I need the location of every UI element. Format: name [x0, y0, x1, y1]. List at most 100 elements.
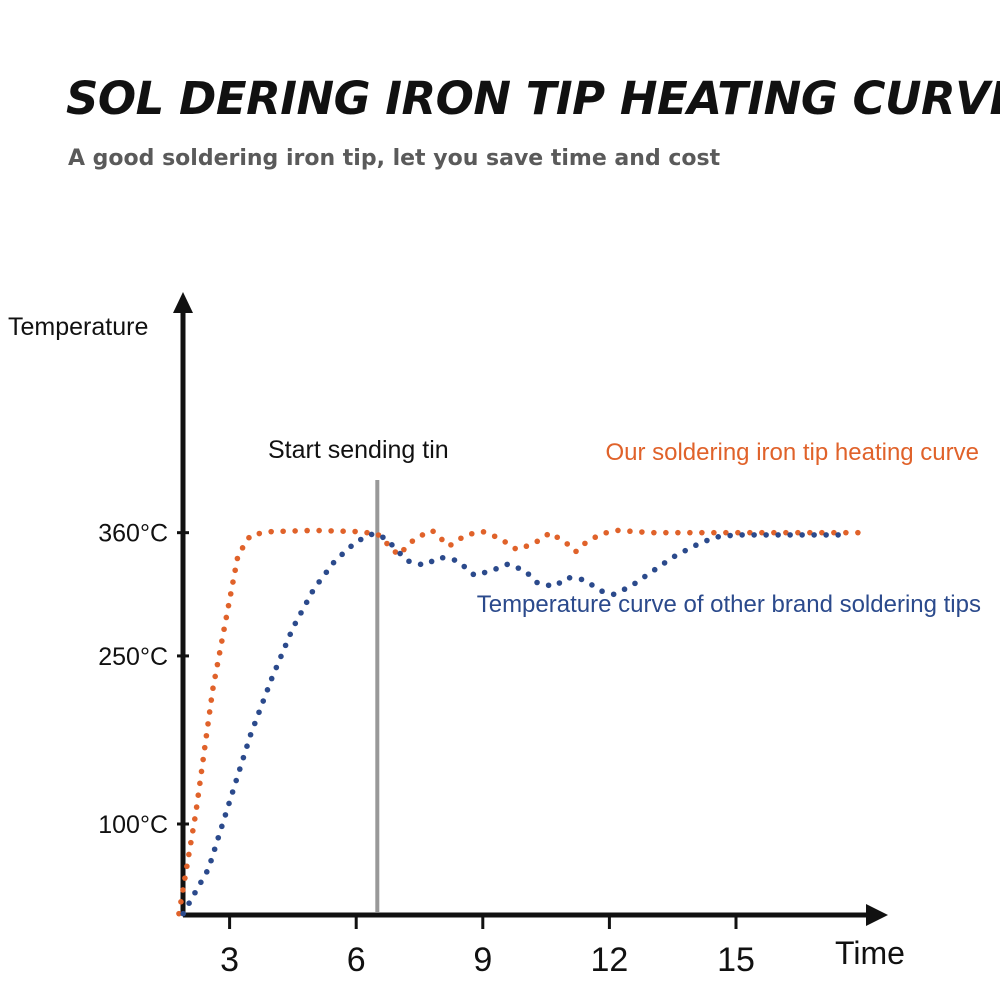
series-0-point [206, 709, 213, 715]
series-0-point [401, 546, 407, 553]
series-1-point [357, 536, 364, 543]
series-1-point [799, 532, 805, 538]
series-1-point [566, 575, 573, 581]
series-0-point [409, 538, 416, 544]
series-0-point [627, 528, 633, 535]
series-1-point [661, 560, 668, 566]
series-1-point [493, 566, 499, 572]
series-1-point [727, 532, 733, 539]
y-axis-arrow [173, 292, 193, 313]
series-0-point [843, 529, 849, 536]
series-0-point [205, 721, 211, 727]
series-0-point [795, 529, 801, 536]
series-1-point [811, 532, 817, 538]
series-1-point [211, 846, 218, 853]
series-1-point [693, 542, 699, 549]
series-1-point [642, 573, 648, 580]
y-axis-label: Temperature [8, 313, 148, 341]
series-0-point [195, 792, 202, 799]
series-1-point [240, 754, 247, 761]
series-1-point [339, 551, 345, 558]
series-1-point [368, 531, 375, 538]
series-1-point [406, 558, 412, 565]
series-0-point [221, 626, 227, 633]
series-1-point [244, 743, 250, 749]
series-1-point [203, 869, 210, 875]
series-1-point [180, 910, 186, 917]
series-1-point [671, 553, 678, 560]
series-1-point [556, 580, 563, 586]
series-0-point [663, 529, 669, 536]
series-0-point [723, 529, 729, 536]
series-1-point [278, 653, 284, 660]
series-1-point [610, 591, 617, 598]
series-0-point [268, 528, 274, 535]
series-1-point [260, 698, 267, 704]
series-0-point [735, 529, 741, 536]
series-0-point [227, 591, 234, 597]
series-1-point [739, 532, 745, 538]
series-1-point [632, 580, 638, 587]
series-1-point [208, 857, 214, 864]
series-1-point [380, 534, 386, 541]
series-1-point [397, 550, 403, 557]
series-0-point [831, 529, 837, 536]
series-0-point [544, 531, 551, 538]
series-0-point [699, 529, 705, 536]
series-1-point [715, 533, 722, 540]
series-0-point [458, 535, 464, 542]
series-1-point [256, 709, 262, 716]
series-0-point [316, 527, 322, 534]
series-1-point [389, 542, 395, 548]
series-0-point [178, 899, 184, 905]
series-1-point [236, 766, 243, 772]
series-1-point [226, 800, 232, 807]
series-0-point [759, 529, 765, 536]
series-0-point [651, 529, 657, 536]
x-tick-label: 15 [717, 941, 755, 979]
x-tick-label: 3 [220, 941, 239, 979]
series-0-point [771, 529, 777, 536]
chart-subtitle: A good soldering iron tip, let you save … [68, 146, 721, 171]
series-1-point [428, 558, 435, 565]
series-1-point [264, 687, 271, 693]
series-0-point [468, 530, 475, 537]
series-0-point [210, 685, 216, 692]
series-0-point [328, 528, 334, 534]
series-1-point [219, 823, 225, 830]
series-0-point [392, 549, 399, 555]
axis-ticks: 3 6 9 12 15 100°C 250°C 360°C [98, 520, 755, 979]
series-1-point [651, 566, 658, 573]
series-0-point [190, 827, 196, 834]
series-layer [176, 527, 861, 917]
series-0-point [534, 538, 541, 545]
series-1-point [330, 559, 337, 566]
series-0-point [292, 528, 298, 534]
series-0-point [502, 539, 508, 545]
series-0-point [419, 532, 426, 538]
x-tick-label: 9 [473, 941, 492, 979]
series-0-point [186, 851, 192, 858]
series-0-point [448, 542, 454, 548]
series-0-point [523, 543, 530, 550]
series-0-point [208, 697, 215, 703]
series-0-point [491, 533, 498, 540]
series-1-point [504, 561, 510, 568]
y-tick-label: 100°C [98, 811, 168, 839]
series-0-point [225, 602, 232, 609]
series-1-point [268, 675, 275, 682]
series-1-point [282, 642, 289, 649]
series-0-point [200, 756, 206, 763]
series-1-point [470, 571, 477, 578]
series-0-point [176, 910, 182, 917]
series-1-point [323, 569, 330, 576]
series-1-point [316, 579, 322, 585]
series-0-point [439, 536, 445, 543]
series-1-point [751, 532, 757, 538]
series-1-point [545, 582, 552, 589]
series-0 [176, 527, 861, 917]
series-1-point [229, 789, 236, 795]
series-0-point [352, 528, 358, 535]
series-0-point [592, 534, 599, 541]
